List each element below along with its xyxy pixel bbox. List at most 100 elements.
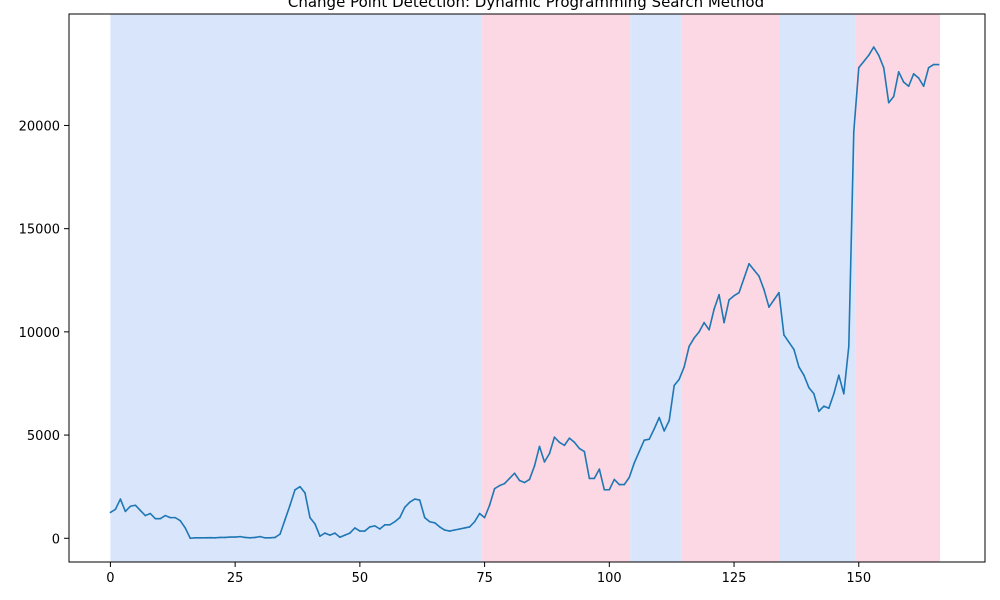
data-point	[813, 392, 815, 395]
x-tick-label-25: 25	[227, 571, 244, 586]
data-point	[922, 85, 925, 88]
data-point	[219, 536, 221, 539]
data-point	[793, 348, 795, 351]
data-point	[528, 478, 531, 481]
data-point	[658, 416, 661, 419]
data-point	[937, 63, 940, 66]
data-point	[603, 488, 606, 491]
data-point	[783, 334, 785, 336]
data-point	[608, 488, 611, 491]
data-point	[369, 526, 371, 528]
data-point	[159, 517, 162, 520]
data-point	[688, 345, 690, 348]
data-point	[902, 81, 905, 83]
data-point	[164, 514, 167, 517]
data-point	[877, 54, 880, 57]
data-point	[194, 537, 197, 539]
x-tick-label-150: 150	[846, 571, 871, 586]
segment-region-6-pink	[855, 14, 941, 562]
data-point	[513, 472, 516, 475]
data-point	[932, 63, 935, 66]
data-point	[693, 337, 695, 339]
data-point	[713, 308, 715, 310]
data-point	[808, 386, 810, 389]
data-point	[653, 428, 656, 430]
data-point	[339, 536, 341, 539]
data-point	[818, 410, 820, 413]
data-point	[199, 537, 202, 539]
data-point	[598, 468, 601, 470]
data-point	[538, 445, 541, 448]
data-point	[648, 438, 651, 440]
data-point	[778, 291, 780, 294]
data-point	[403, 506, 406, 509]
data-point	[748, 262, 750, 265]
data-point	[214, 537, 216, 539]
data-point	[408, 501, 411, 503]
data-point	[788, 341, 790, 343]
data-point	[828, 407, 830, 410]
data-point	[843, 392, 845, 395]
chart-title: Change Point Detection: Dynamic Programm…	[288, 0, 764, 11]
data-point	[259, 535, 261, 538]
data-point	[852, 130, 855, 133]
data-point	[334, 532, 336, 534]
x-tick-label-100: 100	[597, 571, 622, 586]
data-point	[698, 331, 700, 333]
data-point	[553, 436, 556, 438]
data-point	[857, 66, 860, 69]
data-point	[917, 77, 920, 79]
data-point	[703, 321, 705, 324]
data-point	[533, 465, 536, 467]
data-point	[174, 516, 177, 519]
data-point	[543, 461, 546, 463]
data-point	[119, 498, 122, 500]
data-point	[239, 535, 241, 538]
data-point	[847, 345, 850, 348]
data-point	[488, 504, 491, 507]
data-point	[458, 528, 461, 530]
data-point	[768, 306, 770, 308]
data-point	[907, 85, 910, 88]
data-point	[563, 444, 566, 447]
data-point	[329, 534, 331, 536]
data-point	[309, 516, 311, 519]
data-point	[284, 518, 286, 521]
data-point	[433, 521, 436, 524]
data-point	[359, 530, 361, 532]
data-point	[249, 537, 251, 539]
axes: 0 25 50 75 100 125 150 0 5000 10000 15000 20000	[19, 13, 986, 586]
data-point	[628, 476, 631, 479]
data-point	[733, 294, 735, 297]
data-point	[518, 479, 521, 482]
data-point	[593, 477, 596, 480]
data-point	[294, 488, 296, 491]
y-tick-label-5000: 5000	[27, 429, 60, 444]
data-point	[384, 524, 386, 526]
data-point	[413, 498, 416, 500]
data-point	[184, 527, 187, 529]
data-point	[244, 536, 246, 539]
data-point	[588, 477, 591, 480]
data-point	[867, 54, 870, 57]
data-point	[548, 452, 551, 455]
data-point	[354, 527, 356, 529]
data-point	[144, 514, 147, 517]
y-tick-label-0: 0	[52, 532, 60, 547]
data-point	[109, 511, 112, 514]
x-tick-label-50: 50	[352, 571, 369, 586]
data-point	[149, 512, 152, 515]
data-point	[179, 519, 182, 522]
data-point	[204, 537, 207, 539]
change-point-segments	[110, 14, 941, 562]
data-point	[129, 505, 132, 508]
data-point	[678, 378, 680, 381]
data-point	[633, 462, 636, 464]
data-point	[478, 512, 481, 515]
data-point	[304, 492, 306, 494]
data-point	[503, 482, 506, 485]
data-point	[708, 328, 710, 331]
data-point	[583, 450, 586, 453]
data-point	[838, 374, 840, 377]
